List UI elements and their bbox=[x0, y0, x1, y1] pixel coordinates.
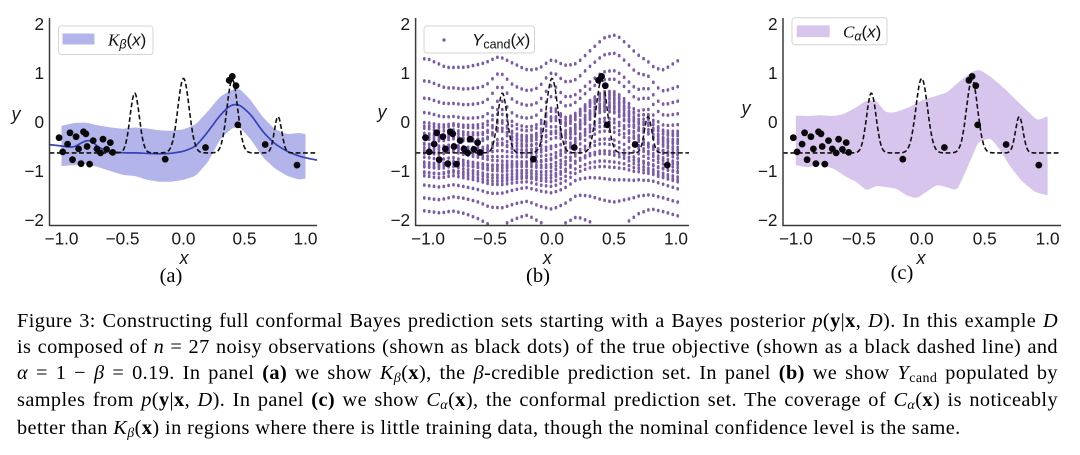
svg-text:0: 0 bbox=[34, 112, 44, 132]
svg-text:−1.0: −1.0 bbox=[779, 229, 813, 249]
svg-text:−0.5: −0.5 bbox=[106, 229, 140, 249]
svg-text:0.5: 0.5 bbox=[973, 229, 997, 249]
svg-text:−1: −1 bbox=[24, 161, 44, 181]
svg-text:−2: −2 bbox=[24, 210, 44, 230]
svg-text:Kβ(x): Kβ(x) bbox=[107, 31, 146, 52]
svg-text:(c): (c) bbox=[891, 262, 914, 284]
svg-text:−0.5: −0.5 bbox=[842, 229, 876, 249]
svg-text:1: 1 bbox=[34, 63, 44, 83]
svg-text:1: 1 bbox=[768, 63, 778, 83]
svg-text:0.5: 0.5 bbox=[233, 229, 257, 249]
svg-text:y: y bbox=[740, 98, 752, 118]
svg-text:2: 2 bbox=[34, 14, 44, 34]
svg-text:0.0: 0.0 bbox=[910, 229, 934, 249]
svg-text:y: y bbox=[10, 104, 22, 124]
svg-text:0.5: 0.5 bbox=[602, 229, 626, 249]
svg-text:x: x bbox=[916, 248, 927, 268]
svg-text:−1.0: −1.0 bbox=[45, 229, 79, 249]
svg-text:1: 1 bbox=[401, 63, 411, 83]
svg-text:0: 0 bbox=[768, 112, 778, 132]
svg-text:−1.0: −1.0 bbox=[411, 229, 445, 249]
svg-text:1.0: 1.0 bbox=[1036, 229, 1060, 249]
svg-text:−2: −2 bbox=[758, 210, 778, 230]
svg-text:0: 0 bbox=[401, 112, 411, 132]
svg-text:Cα(x): Cα(x) bbox=[843, 23, 881, 44]
svg-text:−0.5: −0.5 bbox=[473, 229, 507, 249]
svg-text:y: y bbox=[376, 102, 388, 122]
svg-text:0.0: 0.0 bbox=[540, 229, 564, 249]
svg-text:2: 2 bbox=[401, 14, 411, 34]
svg-text:x: x bbox=[179, 248, 190, 268]
svg-text:2: 2 bbox=[768, 14, 778, 34]
svg-text:(a): (a) bbox=[160, 265, 183, 287]
svg-text:1.0: 1.0 bbox=[294, 229, 318, 249]
svg-text:0.0: 0.0 bbox=[172, 229, 196, 249]
svg-text:1.0: 1.0 bbox=[664, 229, 688, 249]
svg-text:(b): (b) bbox=[526, 265, 550, 287]
svg-text:−1: −1 bbox=[390, 161, 410, 181]
svg-text:x: x bbox=[542, 248, 553, 268]
svg-text:−2: −2 bbox=[390, 210, 410, 230]
svg-text:−1: −1 bbox=[758, 161, 778, 181]
svg-text:Ycand(x): Ycand(x) bbox=[472, 31, 530, 52]
